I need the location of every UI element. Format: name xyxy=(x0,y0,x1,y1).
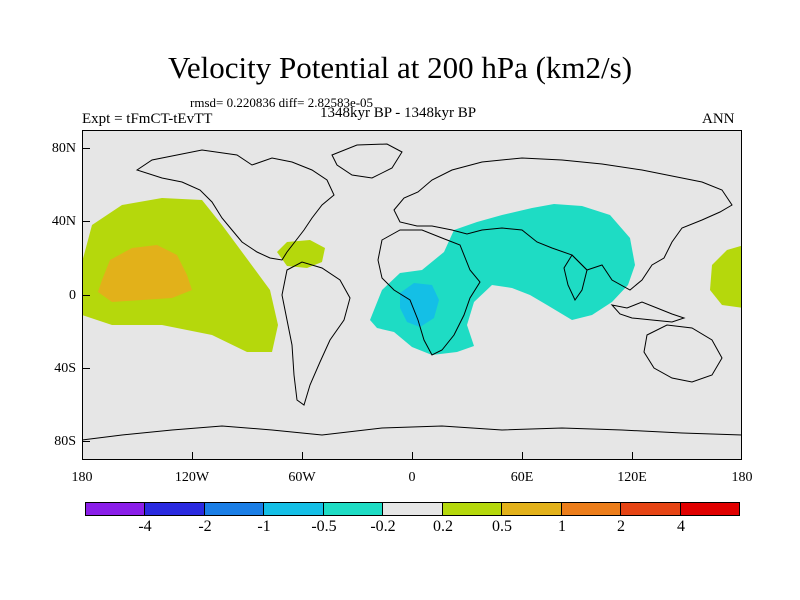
x-label-120w: 120W xyxy=(174,470,210,485)
x-label-120e: 120E xyxy=(617,470,647,485)
central-pacific-core-region xyxy=(98,245,192,302)
colorbar-label: 0.2 xyxy=(433,518,453,535)
indonesia-coast xyxy=(610,301,686,323)
antarctica-coast xyxy=(82,425,742,441)
eurasia-coast xyxy=(393,157,733,291)
colorbar-box xyxy=(323,503,384,515)
caribbean-positive-region xyxy=(277,240,325,268)
x-label-60e: 60E xyxy=(510,470,534,485)
colorbar-label: -0.5 xyxy=(311,518,337,535)
colorbar-box xyxy=(502,503,562,515)
x-label-180e: 180 xyxy=(731,470,753,485)
africa-coast xyxy=(377,229,481,356)
colorbar-box xyxy=(86,503,146,515)
colorbar-label: -2 xyxy=(198,518,212,535)
colorbar-label: -1 xyxy=(257,518,271,535)
colorbar-box xyxy=(680,503,739,515)
map-title: Velocity Potential at 200 hPa (km2/s) xyxy=(167,50,633,85)
north-america-coast xyxy=(135,149,335,261)
colorbar-box xyxy=(145,503,205,515)
y-label-80n: 80N xyxy=(51,141,76,156)
colorbar-label: -4 xyxy=(138,518,152,535)
x-label-0: 0 xyxy=(408,470,416,485)
colorbar-label: 0.5 xyxy=(492,518,512,535)
period-label: 1348kyr BP - 1348kyr BP xyxy=(320,105,477,121)
x-label-180w: 180 xyxy=(71,470,93,485)
y-label-eq: 0 xyxy=(69,288,76,303)
colorbar-box xyxy=(621,503,681,515)
world-map xyxy=(82,130,742,460)
coastlines xyxy=(82,143,742,441)
colorbar-box xyxy=(383,503,443,515)
colorbar-box xyxy=(561,503,622,515)
y-label-40n: 40N xyxy=(51,214,76,229)
map-panel xyxy=(82,130,742,460)
colorbar-label: 4 xyxy=(677,518,685,535)
greenland-coast xyxy=(331,143,403,179)
season-label: ANN xyxy=(702,111,735,127)
australia-coast xyxy=(643,324,723,383)
colorbar-label: -0.2 xyxy=(370,518,396,535)
colorbar-label: 2 xyxy=(617,518,625,535)
colorbar xyxy=(85,502,740,516)
y-label-80s: 80S xyxy=(54,434,76,449)
y-label-40s: 40S xyxy=(54,361,76,376)
congo-negative-core-region xyxy=(400,283,439,327)
axis-ticks xyxy=(82,148,633,460)
west-pacific-positive-region xyxy=(710,245,742,308)
colorbar-box xyxy=(442,503,503,515)
africa-asia-negative-region xyxy=(370,204,635,355)
india-coast xyxy=(563,254,588,301)
colorbar-box xyxy=(204,503,265,515)
x-label-60w: 60W xyxy=(288,470,316,485)
colorbar-box xyxy=(264,503,324,515)
colorbar-label: 1 xyxy=(558,518,566,535)
rmsd-line: rmsd= 0.220836 diff= 2.82583e-05 xyxy=(190,95,374,110)
experiment-label: Expt = tFmCT-tEvTT xyxy=(82,111,213,127)
south-america-coast xyxy=(281,261,351,406)
